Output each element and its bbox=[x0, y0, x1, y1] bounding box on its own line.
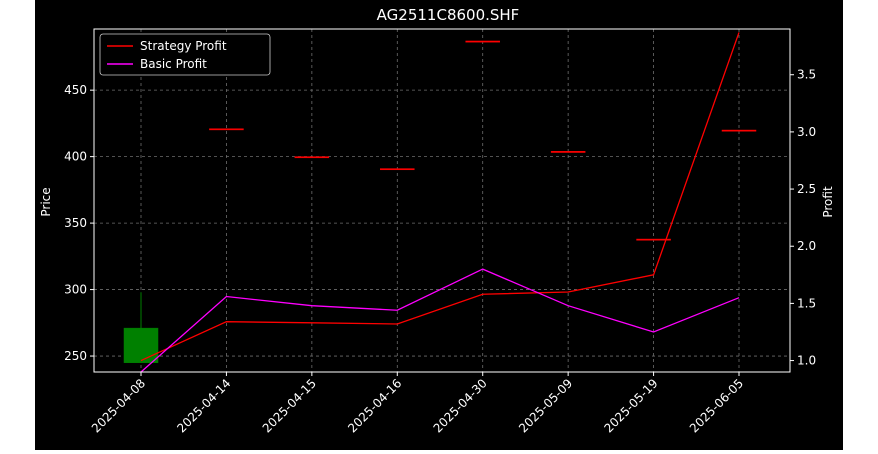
candles bbox=[123, 40, 757, 363]
legend: Strategy Profit Basic Profit bbox=[99, 33, 271, 76]
y2-tick-label: 3.0 bbox=[797, 125, 816, 139]
series-lines bbox=[140, 32, 740, 373]
legend-label: Strategy Profit bbox=[140, 39, 227, 53]
x-tick-label: 2025-05-19 bbox=[601, 376, 660, 435]
y2-tick-label: 2.5 bbox=[797, 182, 816, 196]
x-tick-label: 2025-05-09 bbox=[516, 376, 575, 435]
axes: 250 300 350 400 450 1.0 1.5 2.0 2.5 3.0 3.5 2025-04… bbox=[64, 68, 816, 436]
candle-body bbox=[380, 168, 415, 171]
chart-title: AG2511C8600.SHF bbox=[377, 6, 520, 24]
strategy-profit-line bbox=[140, 32, 740, 362]
y2-tick-label: 1.0 bbox=[797, 354, 816, 368]
candle-body bbox=[636, 238, 671, 241]
plot-frame bbox=[93, 28, 791, 373]
x-tick-label: 2025-04-08 bbox=[89, 376, 148, 435]
candle-body bbox=[721, 129, 757, 132]
candle-body bbox=[550, 151, 586, 153]
x-tick-label: 2025-06-05 bbox=[687, 376, 746, 435]
y2-tick-label: 2.0 bbox=[797, 239, 816, 253]
y2-axis-label: Profit bbox=[821, 186, 835, 218]
y-tick-label: 250 bbox=[64, 349, 87, 363]
candle-body bbox=[465, 40, 500, 43]
chart-figure: AG2511C8600.SHF Price Profit 250 300 350 40… bbox=[35, 0, 843, 450]
y-tick-label: 300 bbox=[64, 283, 87, 297]
y-axis-label: Price bbox=[39, 187, 53, 216]
y2-tick-label: 3.5 bbox=[797, 68, 816, 82]
basic-profit-line bbox=[140, 268, 740, 373]
candle-body bbox=[209, 128, 244, 131]
grid bbox=[94, 29, 790, 372]
y-tick-label: 450 bbox=[64, 83, 87, 97]
y-tick-label: 400 bbox=[64, 150, 87, 164]
x-tick-label: 2025-04-15 bbox=[260, 376, 319, 435]
y2-tick-label: 1.5 bbox=[797, 296, 816, 310]
candle-body bbox=[294, 156, 330, 159]
legend-box bbox=[99, 33, 271, 76]
y-tick-label: 350 bbox=[64, 216, 87, 230]
x-tick-label: 2025-04-30 bbox=[431, 376, 490, 435]
x-tick-label: 2025-04-14 bbox=[174, 376, 233, 435]
chart-svg: AG2511C8600.SHF Price Profit 250 300 350 40… bbox=[39, 6, 835, 436]
candle-body bbox=[123, 327, 159, 363]
x-tick-label: 2025-04-16 bbox=[345, 376, 404, 435]
legend-label: Basic Profit bbox=[140, 57, 207, 71]
